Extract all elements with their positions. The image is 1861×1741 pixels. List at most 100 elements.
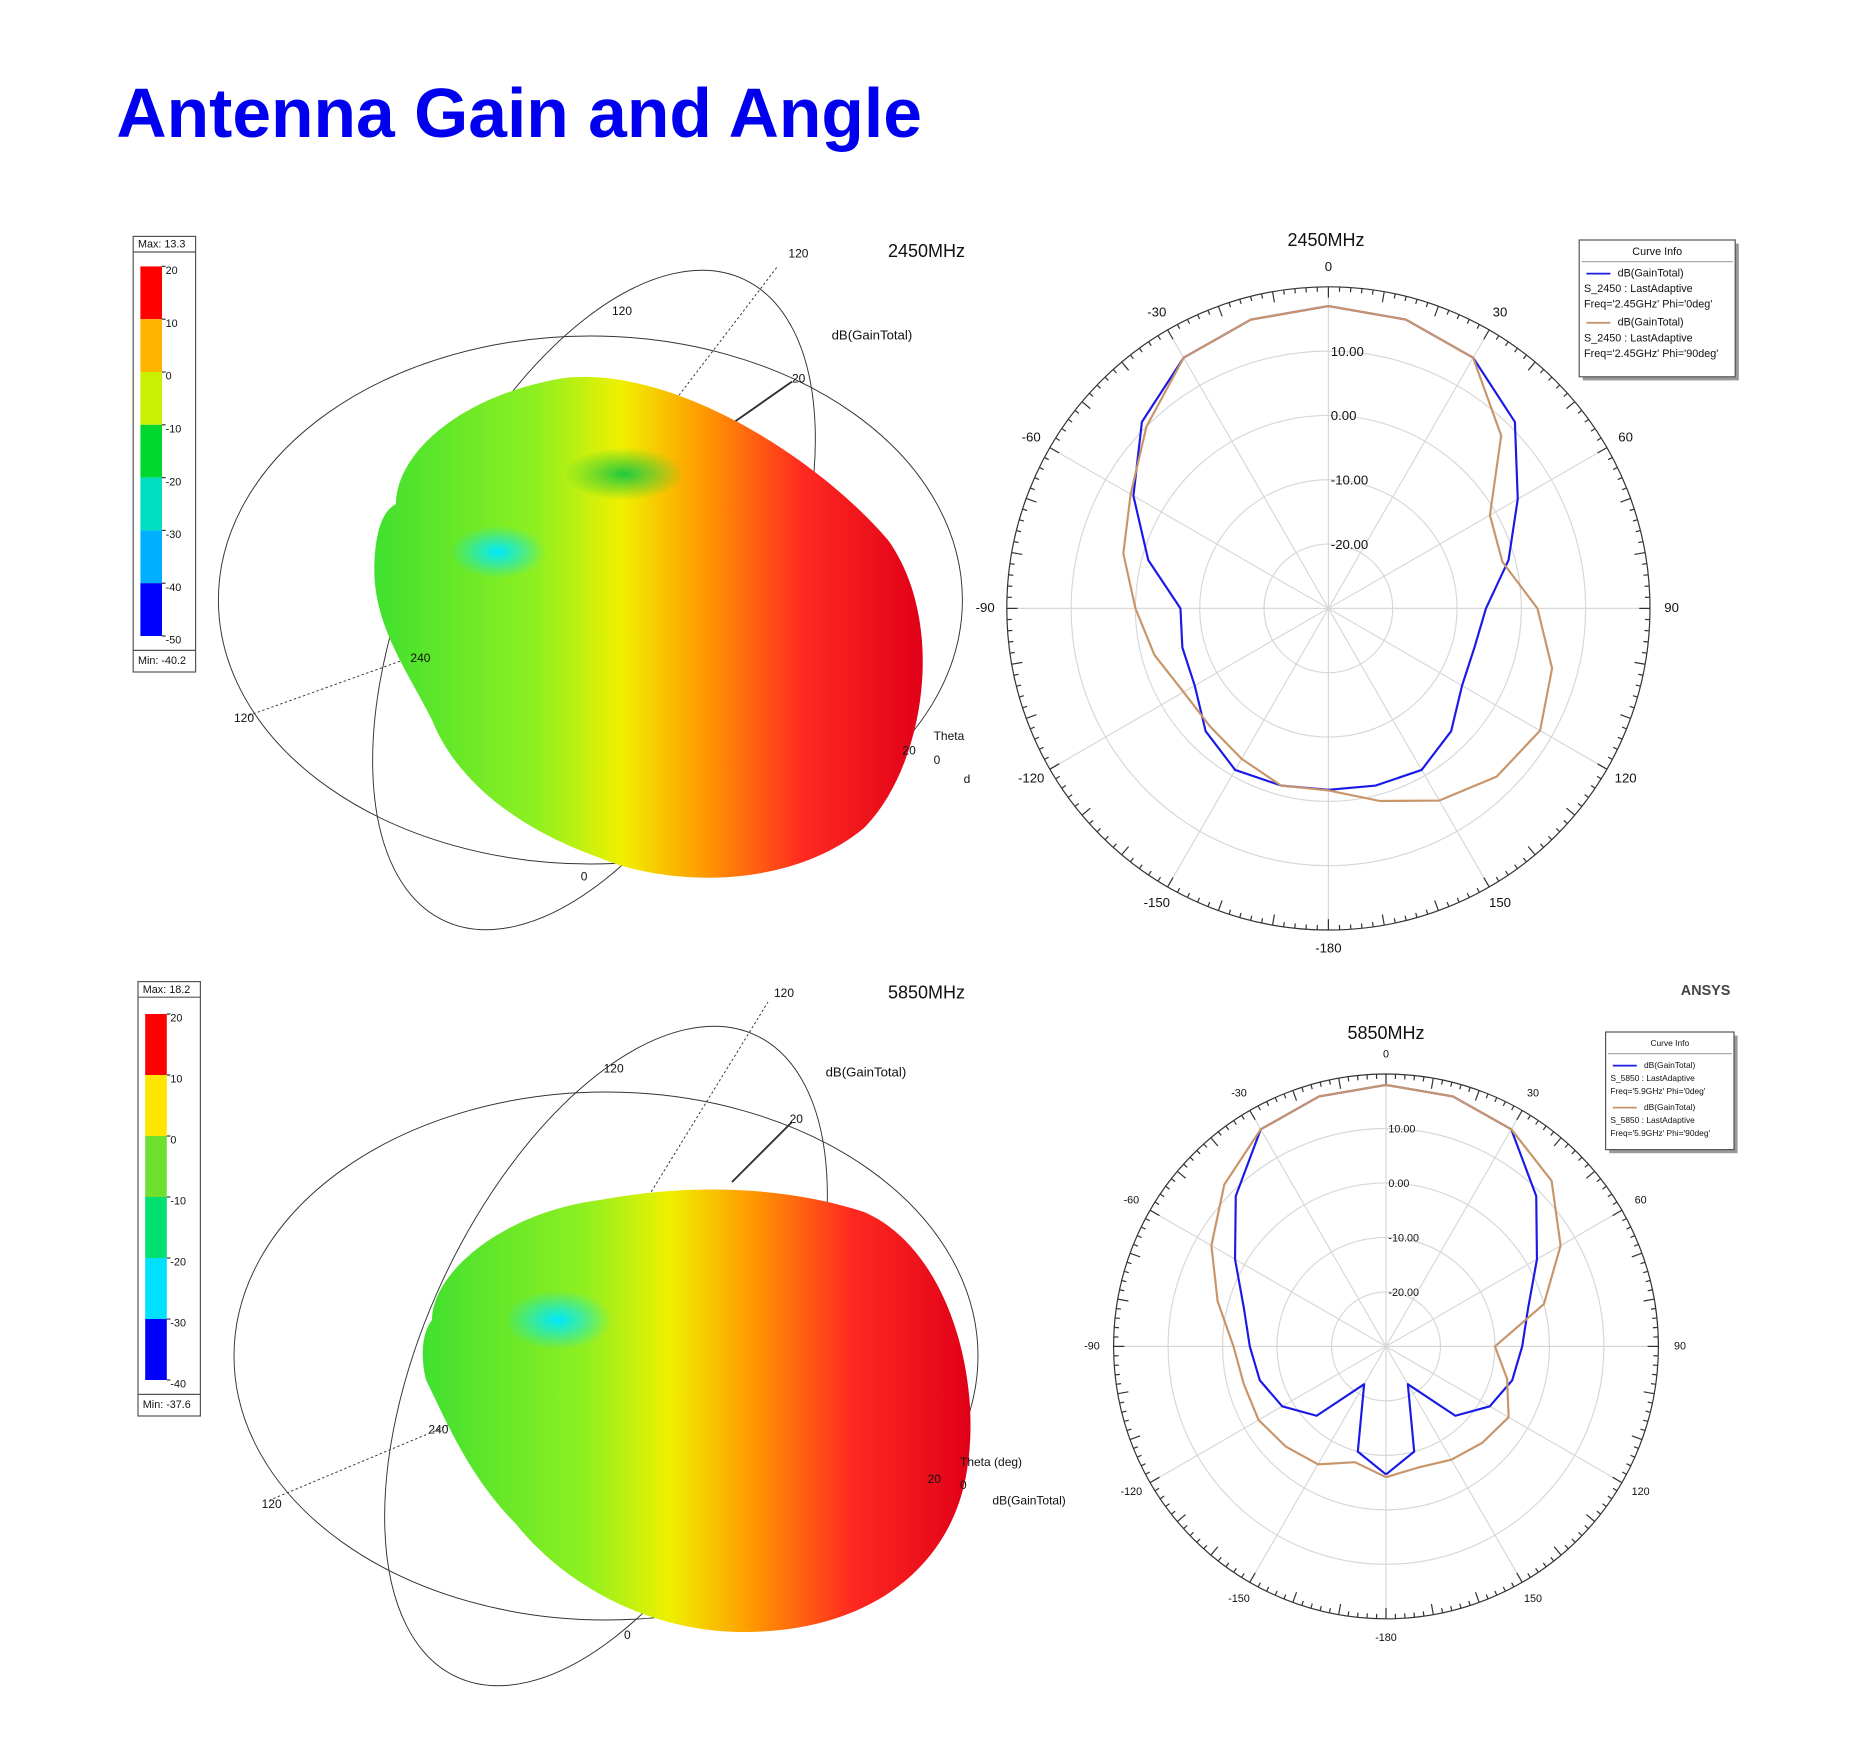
minor-tick [1075,803,1079,806]
minor-tick [1082,402,1090,409]
minor-tick [1030,727,1034,729]
minor-tick [1010,652,1015,653]
minor-tick [1578,1532,1581,1535]
minor-tick [1416,299,1417,304]
minor-tick [1642,652,1647,653]
minor-tick [1630,1236,1634,1238]
angle-tick-label: 150 [1489,895,1511,910]
minor-tick [1133,1244,1137,1246]
minor-tick [1641,1429,1646,1430]
pattern-null [450,526,546,579]
radial-grid-line [1328,608,1489,887]
minor-tick [1638,542,1643,543]
minor-tick [1258,1106,1260,1110]
angle-tick-label: -120 [1121,1486,1143,1498]
minor-tick [1320,1082,1321,1087]
min-label: Min: -37.6 [143,1399,191,1411]
minor-tick [1284,1094,1286,1098]
minor-tick [1442,1608,1443,1613]
minor-tick [1495,1098,1497,1102]
color-band [145,1075,167,1136]
minor-tick [1475,1090,1479,1100]
minor-tick [1240,299,1241,304]
minor-tick [1602,1504,1606,1507]
color-band [145,1319,167,1380]
minor-tick [1145,1472,1149,1474]
minor-tick [1105,836,1108,839]
minor-tick [1598,764,1607,769]
chart-title: 5850MHz [1347,1023,1424,1043]
minor-tick [1158,877,1161,881]
minor-tick [1618,737,1622,739]
minor-tick [1597,438,1601,441]
minor-tick [1097,828,1100,831]
radial-grid-line [1050,608,1329,769]
angle-tick-label: 60 [1618,429,1633,444]
minor-tick [1149,871,1152,875]
colorbar-tick-label: -40 [170,1379,186,1391]
minor-tick [1039,747,1043,749]
color-band [145,1258,167,1319]
minor-tick [1016,531,1021,532]
minor-tick [1116,1308,1121,1309]
minor-tick [1613,1488,1617,1491]
color-band [140,425,162,478]
minor-tick [1023,706,1028,707]
minor-tick [1486,1595,1488,1599]
minor-tick [1320,1606,1321,1611]
minor-tick [1517,1573,1522,1582]
minor-tick [1651,1384,1656,1385]
pattern-null [564,448,684,501]
minor-tick [1608,457,1612,459]
radial-tick-label: 10.00 [1388,1124,1415,1136]
minor-tick [1339,1078,1341,1089]
minor-tick [1242,1573,1245,1577]
minor-tick [1035,478,1039,480]
max-label: Max: 13.3 [138,239,185,251]
minor-tick [1234,1568,1237,1572]
angle-tick-label: -30 [1231,1088,1247,1100]
minor-tick [1447,310,1449,314]
color-band [145,1014,167,1075]
minor-tick [1426,303,1427,308]
axis-label: 120 [774,986,794,1000]
minor-tick [1620,498,1630,502]
minor-tick [1372,922,1373,927]
minor-tick [1115,1318,1120,1319]
minor-tick [1267,1587,1269,1591]
minor-tick [1293,1592,1297,1602]
minor-tick [1242,1115,1245,1119]
axis-label: 120 [612,304,632,318]
minor-tick [1608,1194,1612,1197]
minor-tick [1229,910,1230,915]
colorbar-tick-label: 20 [170,1013,182,1025]
minor-tick [1211,1547,1218,1555]
minor-tick [1578,803,1582,806]
minor-tick [1586,1515,1594,1522]
minor-tick [1613,1210,1622,1215]
minor-tick [1348,1611,1349,1616]
legend-info: S_2450 : LastAdaptive [1584,283,1693,295]
radial-grid-line [1328,608,1607,769]
minor-tick [1240,913,1241,918]
minor-tick [1258,1583,1260,1587]
radial-grid-line [1328,448,1607,609]
axis-label: Theta [934,729,965,743]
minor-tick [1160,1496,1164,1499]
minor-tick [1197,1150,1200,1153]
chart-title: 5850MHz [888,982,965,1002]
minor-tick [1023,509,1028,510]
axis-label: 120 [234,711,254,725]
minor-tick [1068,419,1072,422]
minor-tick [1226,1563,1229,1567]
minor-tick [1014,542,1019,543]
axis-label: 0 [934,753,941,767]
minor-tick [1339,1604,1341,1615]
radial-grid-line [1386,1210,1622,1346]
minor-tick [1226,1126,1229,1130]
angle-tick-label: 60 [1635,1194,1647,1206]
minor-tick [1564,393,1568,396]
legend-info: S_5850 : LastAdaptive [1610,1073,1695,1083]
minor-tick [1329,1080,1330,1085]
minor-tick [1578,1157,1581,1160]
